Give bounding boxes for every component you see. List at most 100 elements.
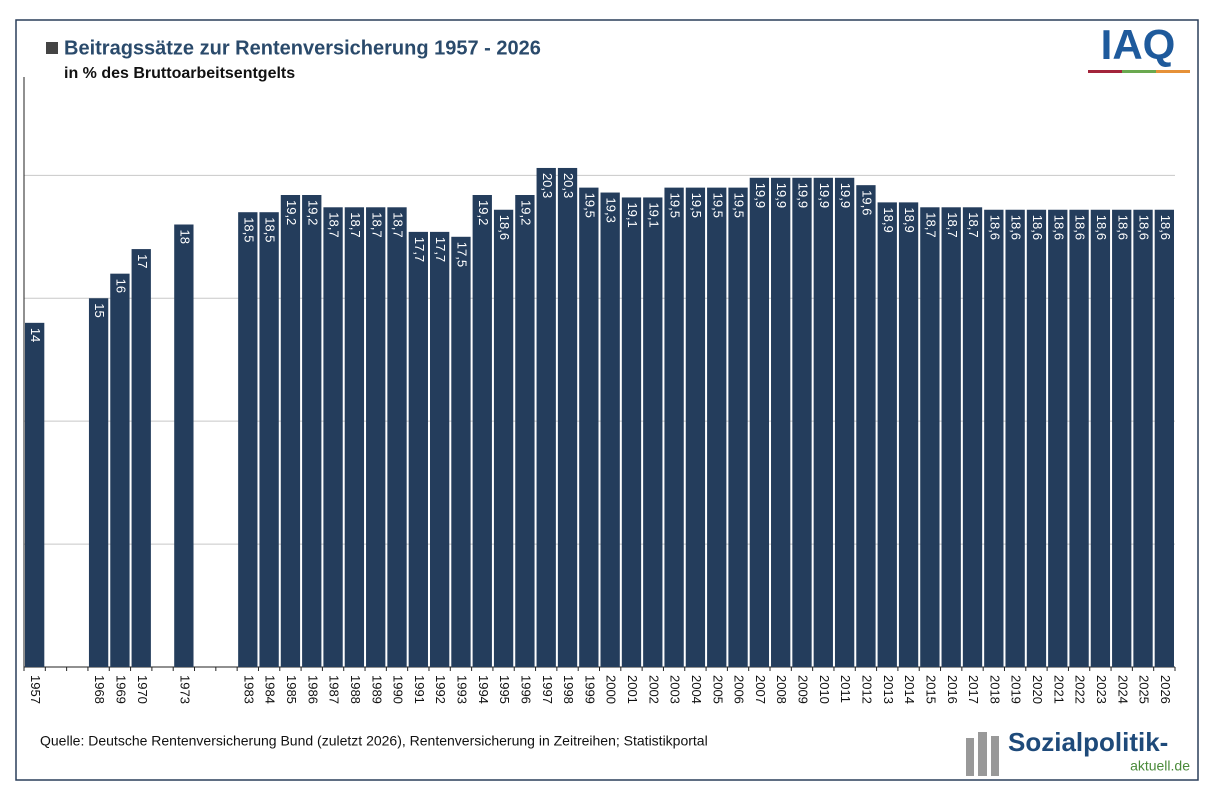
x-tick-label: 1993: [455, 675, 470, 704]
x-tick-label: 1997: [540, 675, 555, 704]
value-label: 19,1: [646, 202, 661, 227]
value-label: 17: [135, 254, 150, 268]
value-label: 18,7: [966, 212, 981, 237]
bar: [493, 209, 514, 667]
bar: [1048, 209, 1068, 667]
x-tick-label: 2003: [668, 675, 683, 704]
value-label: 19,9: [838, 183, 853, 208]
bar: [302, 195, 322, 667]
x-tick-label: 2018: [987, 675, 1002, 704]
x-tick-label: 1995: [497, 675, 512, 704]
bar: [238, 212, 258, 668]
bar: [323, 207, 343, 667]
bar: [110, 273, 130, 667]
logo-bar: [1156, 70, 1190, 73]
bar: [728, 187, 748, 667]
x-tick-label: 1994: [476, 675, 491, 704]
bar: [472, 195, 492, 667]
bar: [664, 187, 684, 667]
value-label: 18,6: [1051, 215, 1066, 240]
bar: [1154, 209, 1174, 667]
bar: [856, 185, 876, 667]
x-tick-label: 2014: [902, 675, 917, 704]
x-tick-label: 2010: [817, 675, 832, 704]
value-label: 18,6: [1073, 215, 1088, 240]
x-tick-label: 1996: [518, 675, 533, 704]
x-tick-label: 2025: [1137, 675, 1152, 704]
bar: [600, 192, 620, 667]
x-tick-label: 1991: [412, 675, 427, 704]
x-tick-label: 1984: [263, 675, 278, 704]
value-label: 19,5: [668, 193, 683, 218]
value-label: 17,7: [433, 237, 448, 262]
value-label: 19,5: [582, 193, 597, 218]
bar: [749, 177, 770, 667]
x-tick-label: 1957: [28, 675, 43, 704]
bar: [25, 322, 45, 667]
value-label: 16: [113, 279, 128, 293]
bar: [920, 207, 940, 667]
bar: [536, 167, 556, 668]
people-icon: [966, 732, 999, 776]
x-tick-label: 1992: [433, 675, 448, 704]
value-label: 18,6: [1137, 215, 1152, 240]
x-tick-label: 1973: [177, 675, 192, 704]
x-tick-label: 2013: [881, 675, 896, 704]
x-tick-label: 1989: [369, 675, 384, 704]
x-tick-label: 1988: [348, 675, 363, 704]
site-domain: aktuell.de: [1130, 758, 1190, 774]
value-label: 19,5: [710, 193, 725, 218]
value-label: 19,1: [625, 202, 640, 227]
site-name: Sozialpolitik-: [1008, 727, 1168, 757]
bar: [366, 207, 386, 667]
bar: [621, 197, 642, 668]
bar: [898, 202, 919, 667]
value-label: 18,7: [369, 212, 384, 237]
bar: [344, 207, 365, 667]
chart-subtitle: in % des Bruttoarbeitsentgelts: [64, 65, 295, 82]
value-label: 18,6: [1009, 215, 1024, 240]
value-label: 20,3: [561, 173, 576, 198]
bar: [1090, 209, 1111, 667]
value-label: 19,2: [284, 200, 299, 225]
bar: [451, 236, 471, 667]
bar: [962, 207, 983, 667]
bar: [813, 177, 833, 667]
x-tick-label: 2007: [753, 675, 768, 704]
value-label: 19,9: [817, 183, 832, 208]
value-label: 19,2: [476, 200, 491, 225]
value-label: 17,5: [455, 242, 470, 267]
value-label: 18,6: [1158, 215, 1173, 240]
value-label: 19,2: [305, 200, 320, 225]
x-tick-label: 2005: [710, 675, 725, 704]
x-tick-label: 2001: [625, 675, 640, 704]
bar: [557, 167, 578, 668]
value-label: 18,9: [881, 207, 896, 232]
bar: [834, 177, 855, 667]
title-marker: [46, 42, 58, 54]
logo: IAQ: [1101, 21, 1176, 68]
value-label: 18,7: [348, 212, 363, 237]
value-label: 18,6: [1115, 215, 1130, 240]
x-tick-label: 2020: [1030, 675, 1045, 704]
x-tick-label: 2021: [1051, 675, 1066, 704]
value-label: 18,9: [902, 207, 917, 232]
value-label: 18,7: [923, 212, 938, 237]
x-tick-label: 2016: [945, 675, 960, 704]
x-tick-label: 2008: [774, 675, 789, 704]
bar: [1069, 209, 1089, 667]
value-label: 15: [92, 303, 107, 317]
value-label: 19,5: [689, 193, 704, 218]
bar: [1112, 209, 1132, 667]
bar: [1026, 209, 1047, 667]
bar: [643, 197, 663, 668]
value-label: 18,6: [987, 215, 1002, 240]
value-label: 18,7: [327, 212, 342, 237]
value-label: 18,6: [1030, 215, 1045, 240]
bar: [1005, 209, 1025, 667]
bar: [408, 231, 428, 667]
value-label: 19,9: [796, 183, 811, 208]
value-label: 17,7: [412, 237, 427, 262]
x-tick-label: 2002: [646, 675, 661, 704]
